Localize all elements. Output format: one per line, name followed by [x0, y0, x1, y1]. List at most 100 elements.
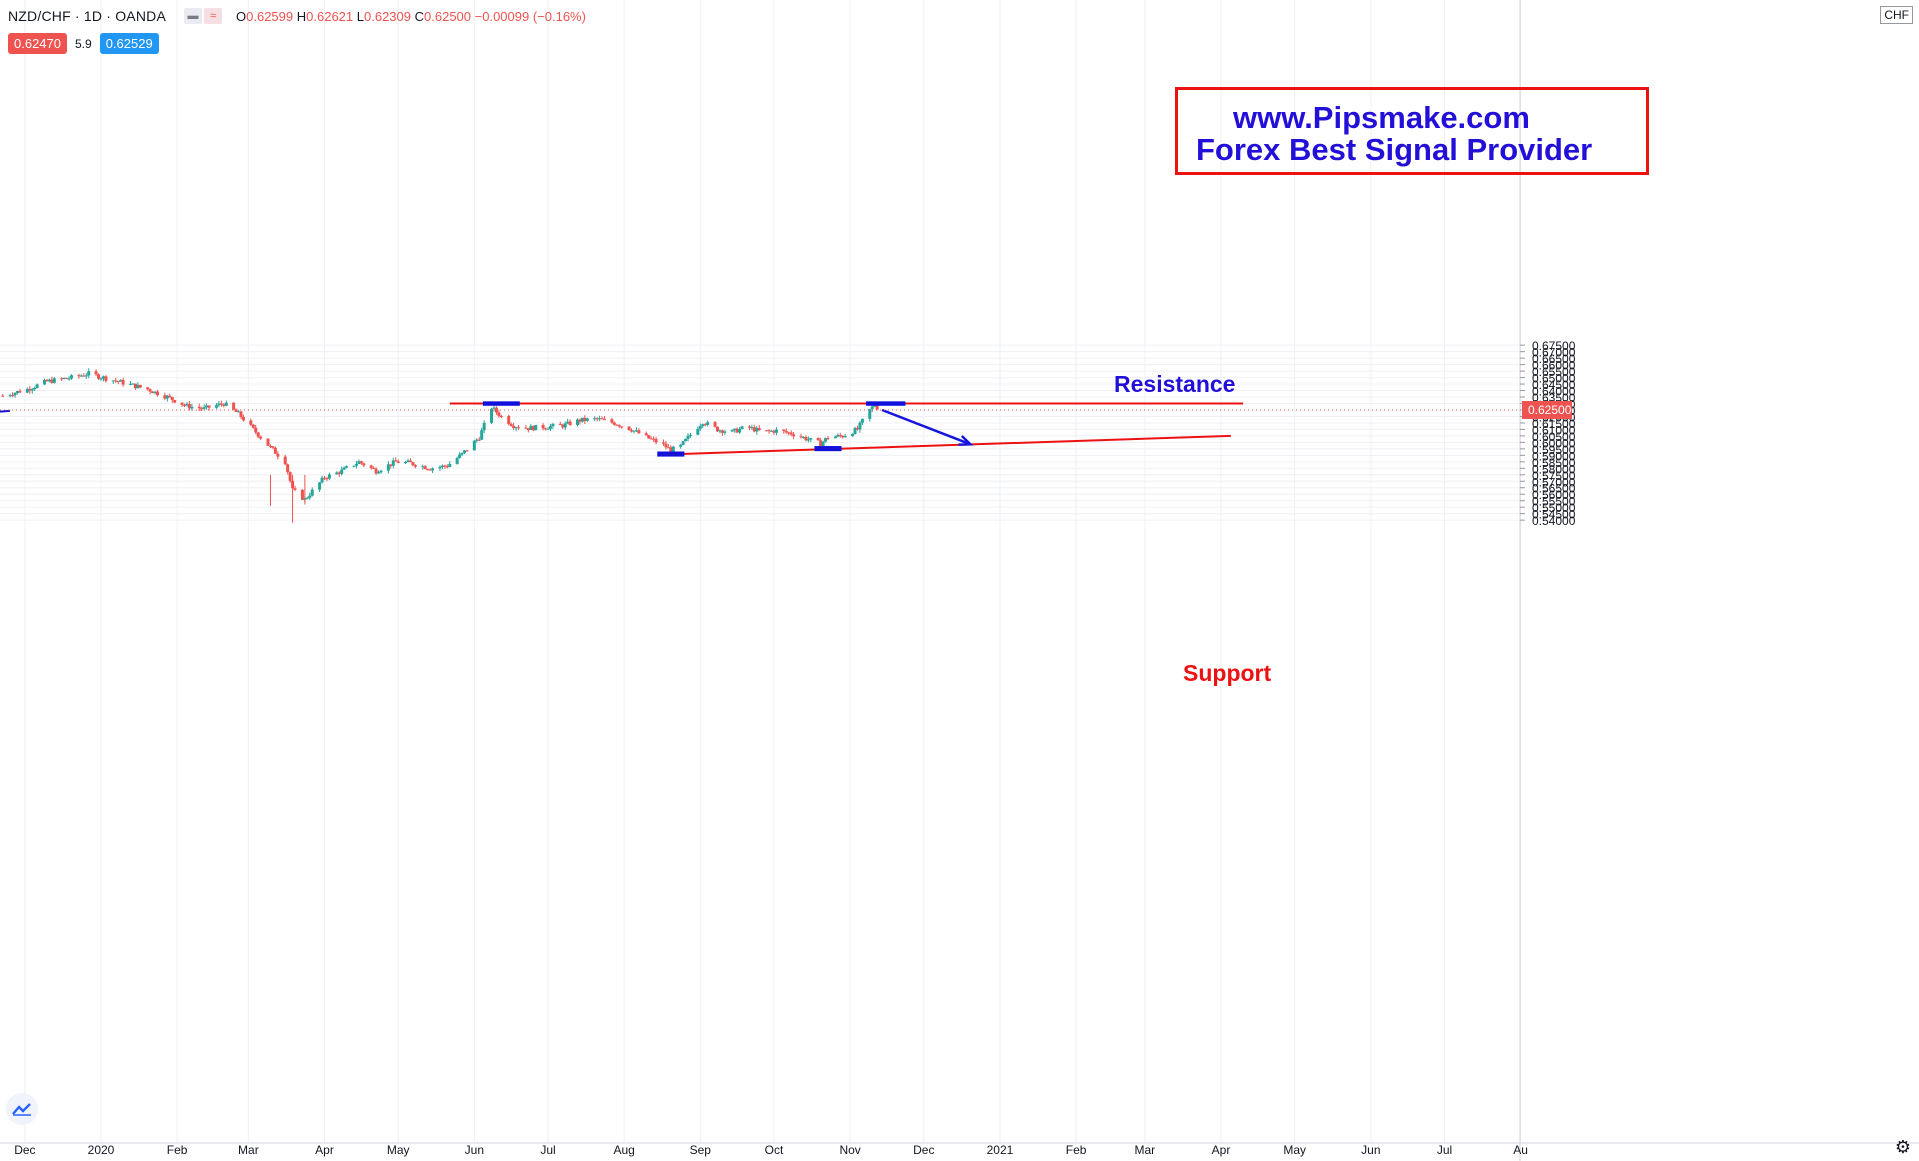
- tradingview-logo[interactable]: [6, 1093, 38, 1125]
- x-tick-label: Dec: [913, 1143, 934, 1157]
- candle-body: [352, 465, 356, 467]
- sell-button[interactable]: 0.62470: [8, 33, 67, 54]
- chart-legend: NZD/CHF · 1D · OANDA ▬ ≈ O0.62599 H0.626…: [8, 8, 586, 24]
- settings-gear-icon[interactable]: ⚙: [1894, 1137, 1911, 1157]
- candle-body: [713, 422, 717, 427]
- candle-body: [43, 379, 47, 385]
- candle-body: [448, 463, 452, 467]
- legend-toggles[interactable]: ▬ ≈: [184, 8, 222, 24]
- candle-body: [841, 435, 845, 438]
- y-tick-label: 0.55000: [1532, 501, 1576, 515]
- candle-body: [809, 437, 813, 440]
- candle-body: [205, 405, 209, 408]
- candle-body: [77, 375, 81, 377]
- candle-body: [595, 418, 599, 420]
- promo-box: www.Pipsmake.com Forex Best Signal Provi…: [1175, 87, 1649, 175]
- candle-body: [610, 419, 614, 423]
- grid: [0, 0, 1522, 1143]
- candle-body: [217, 403, 221, 406]
- candle-body: [853, 428, 857, 435]
- candle-body: [688, 434, 692, 436]
- candle-body: [684, 438, 688, 442]
- candle-body: [362, 463, 366, 466]
- candle-body: [421, 466, 425, 468]
- candle-body: [318, 482, 322, 490]
- candle-body: [94, 371, 98, 375]
- candle-body: [30, 389, 34, 391]
- candle-body: [644, 433, 648, 436]
- symbol-title[interactable]: NZD/CHF · 1D · OANDA: [8, 8, 166, 24]
- candle-body: [875, 405, 879, 410]
- candle-body: [529, 426, 533, 431]
- ohlc-values: O0.62599 H0.62621 L0.62309 C0.62500 −0.0…: [236, 8, 586, 24]
- candle-body: [377, 472, 381, 474]
- candle-body: [524, 427, 528, 429]
- candle-body: [617, 425, 621, 427]
- candle-body: [148, 389, 152, 392]
- x-tick-label: May: [387, 1143, 410, 1157]
- candle-body: [718, 430, 722, 432]
- candle-body: [251, 424, 255, 428]
- y-tick-label: 0.61500: [1532, 417, 1576, 431]
- y-tick-label: 0.65000: [1532, 372, 1576, 386]
- candle-body: [300, 489, 304, 500]
- x-tick-label: Nov: [839, 1143, 860, 1157]
- candle-body: [568, 421, 572, 425]
- y-tick-label: 0.57000: [1532, 475, 1576, 489]
- candle-body: [13, 392, 17, 396]
- candle-body: [497, 412, 501, 416]
- candle-body: [512, 425, 516, 429]
- wave-icon[interactable]: ≈: [204, 8, 222, 24]
- candle-body: [394, 460, 398, 462]
- drawings[interactable]: [0, 401, 1244, 457]
- x-tick-label: Jul: [1437, 1143, 1452, 1157]
- candle-body: [62, 377, 66, 379]
- x-tick-label: Apr: [315, 1143, 334, 1157]
- candle-body: [735, 428, 739, 433]
- candle-body: [18, 391, 22, 393]
- candle-body: [239, 411, 243, 418]
- candle-body: [465, 450, 469, 452]
- candle-body: [25, 388, 29, 393]
- x-tick-label: Mar: [238, 1143, 259, 1157]
- candle-body: [391, 460, 395, 466]
- candle-body: [634, 430, 638, 432]
- candle-body: [219, 403, 223, 405]
- candle-body: [114, 380, 118, 382]
- candle-body: [224, 402, 228, 406]
- candle-body: [163, 395, 167, 399]
- buy-button[interactable]: 0.62529: [99, 33, 159, 54]
- candle-body: [151, 391, 155, 394]
- candle-body: [155, 391, 159, 396]
- candle-body: [664, 443, 668, 448]
- candle-body: [271, 446, 275, 448]
- candle-body: [558, 423, 562, 425]
- change-value: −0.00099 (−0.16%): [474, 8, 586, 24]
- candle-body: [111, 380, 115, 382]
- minus-icon[interactable]: ▬: [184, 8, 202, 24]
- candle-body: [585, 418, 589, 421]
- x-tick-label: Dec: [14, 1143, 35, 1157]
- candle-body: [28, 388, 32, 391]
- candle-body: [97, 374, 101, 379]
- currency-label[interactable]: CHF: [1880, 6, 1913, 24]
- candle-body: [121, 380, 125, 385]
- candle-body: [747, 426, 751, 428]
- candle-body: [681, 441, 685, 445]
- high-value: 0.62621: [306, 8, 354, 24]
- candle-body: [600, 418, 604, 420]
- support-box-oct: [814, 446, 842, 452]
- y-tick-label: 0.60500: [1532, 430, 1576, 444]
- candle-body: [379, 470, 383, 473]
- candle-body: [320, 477, 324, 483]
- candle-body: [460, 452, 464, 455]
- candle-body: [438, 467, 442, 469]
- candle-body: [507, 415, 511, 425]
- candle-body: [286, 464, 290, 473]
- candle-body: [819, 440, 823, 447]
- candle-body: [413, 465, 417, 467]
- y-tick-label: 0.54500: [1532, 508, 1576, 522]
- support-box-aug: [657, 451, 685, 457]
- candle-body: [770, 430, 774, 432]
